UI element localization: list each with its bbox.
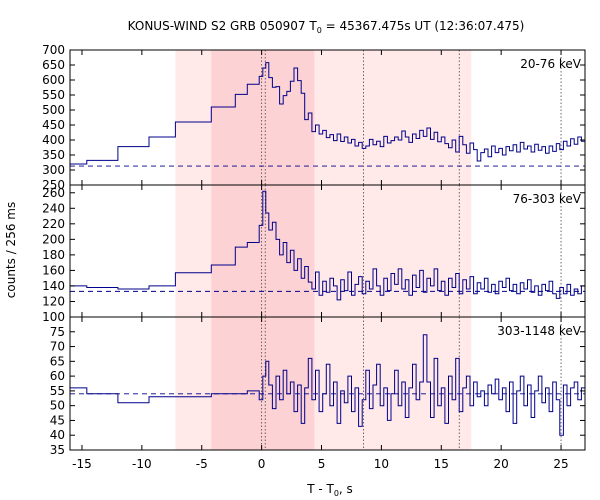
y-tick-label: 220 [42,217,65,231]
light-curve-series [70,334,585,436]
x-tick-label: 20 [494,457,509,471]
x-tick-label: 25 [553,457,568,471]
x-tick-label: 5 [318,457,326,471]
x-tick-label: 10 [374,457,389,471]
y-tick-label: 35 [50,443,65,457]
y-tick-label: 50 [50,399,65,413]
y-tick-label: 250 [42,178,65,192]
y-axis-label: counts / 256 ms [4,202,18,298]
y-tick-label: 350 [42,148,65,162]
y-tick-label: 45 [50,413,65,427]
light-curve-series [70,62,585,165]
energy-band-label: 303-1148 keV [497,324,581,338]
y-tick-label: 600 [42,73,65,87]
energy-band-label: 20-76 keV [520,57,582,71]
y-tick-label: 55 [50,384,65,398]
y-tick-label: 60 [50,369,65,383]
y-tick-label: 550 [42,88,65,102]
panel-frame [69,316,586,451]
y-tick-label: 180 [42,248,65,262]
chart-title: KONUS-WIND S2 GRB 050907 T0 = 45367.475s… [128,19,525,35]
y-tick-label: 400 [42,133,65,147]
x-axis-label: T - T0, s [306,482,353,498]
x-tick-label: -15 [72,457,92,471]
y-tick-label: 75 [50,325,65,339]
light-curve-series [70,190,585,301]
y-tick-label: 240 [42,201,65,215]
y-tick-label: 100 [42,310,65,324]
y-tick-label: 65 [50,354,65,368]
y-tick-label: 450 [42,118,65,132]
y-tick-label: 700 [42,43,65,57]
energy-band-label: 76-303 keV [513,192,582,206]
x-tick-label: -5 [196,457,208,471]
y-tick-label: 200 [42,232,65,246]
y-tick-label: 70 [50,340,65,354]
y-tick-label: 500 [42,103,65,117]
x-tick-label: 15 [434,457,449,471]
y-tick-label: 260 [42,186,65,200]
y-tick-label: 300 [42,163,65,177]
y-tick-label: 140 [42,279,65,293]
y-tick-label: 120 [42,294,65,308]
y-tick-label: 40 [50,428,65,442]
x-tick-label: 0 [258,457,266,471]
x-tick-label: -10 [132,457,152,471]
y-tick-label: 160 [42,263,65,277]
y-tick-label: 650 [42,58,65,72]
